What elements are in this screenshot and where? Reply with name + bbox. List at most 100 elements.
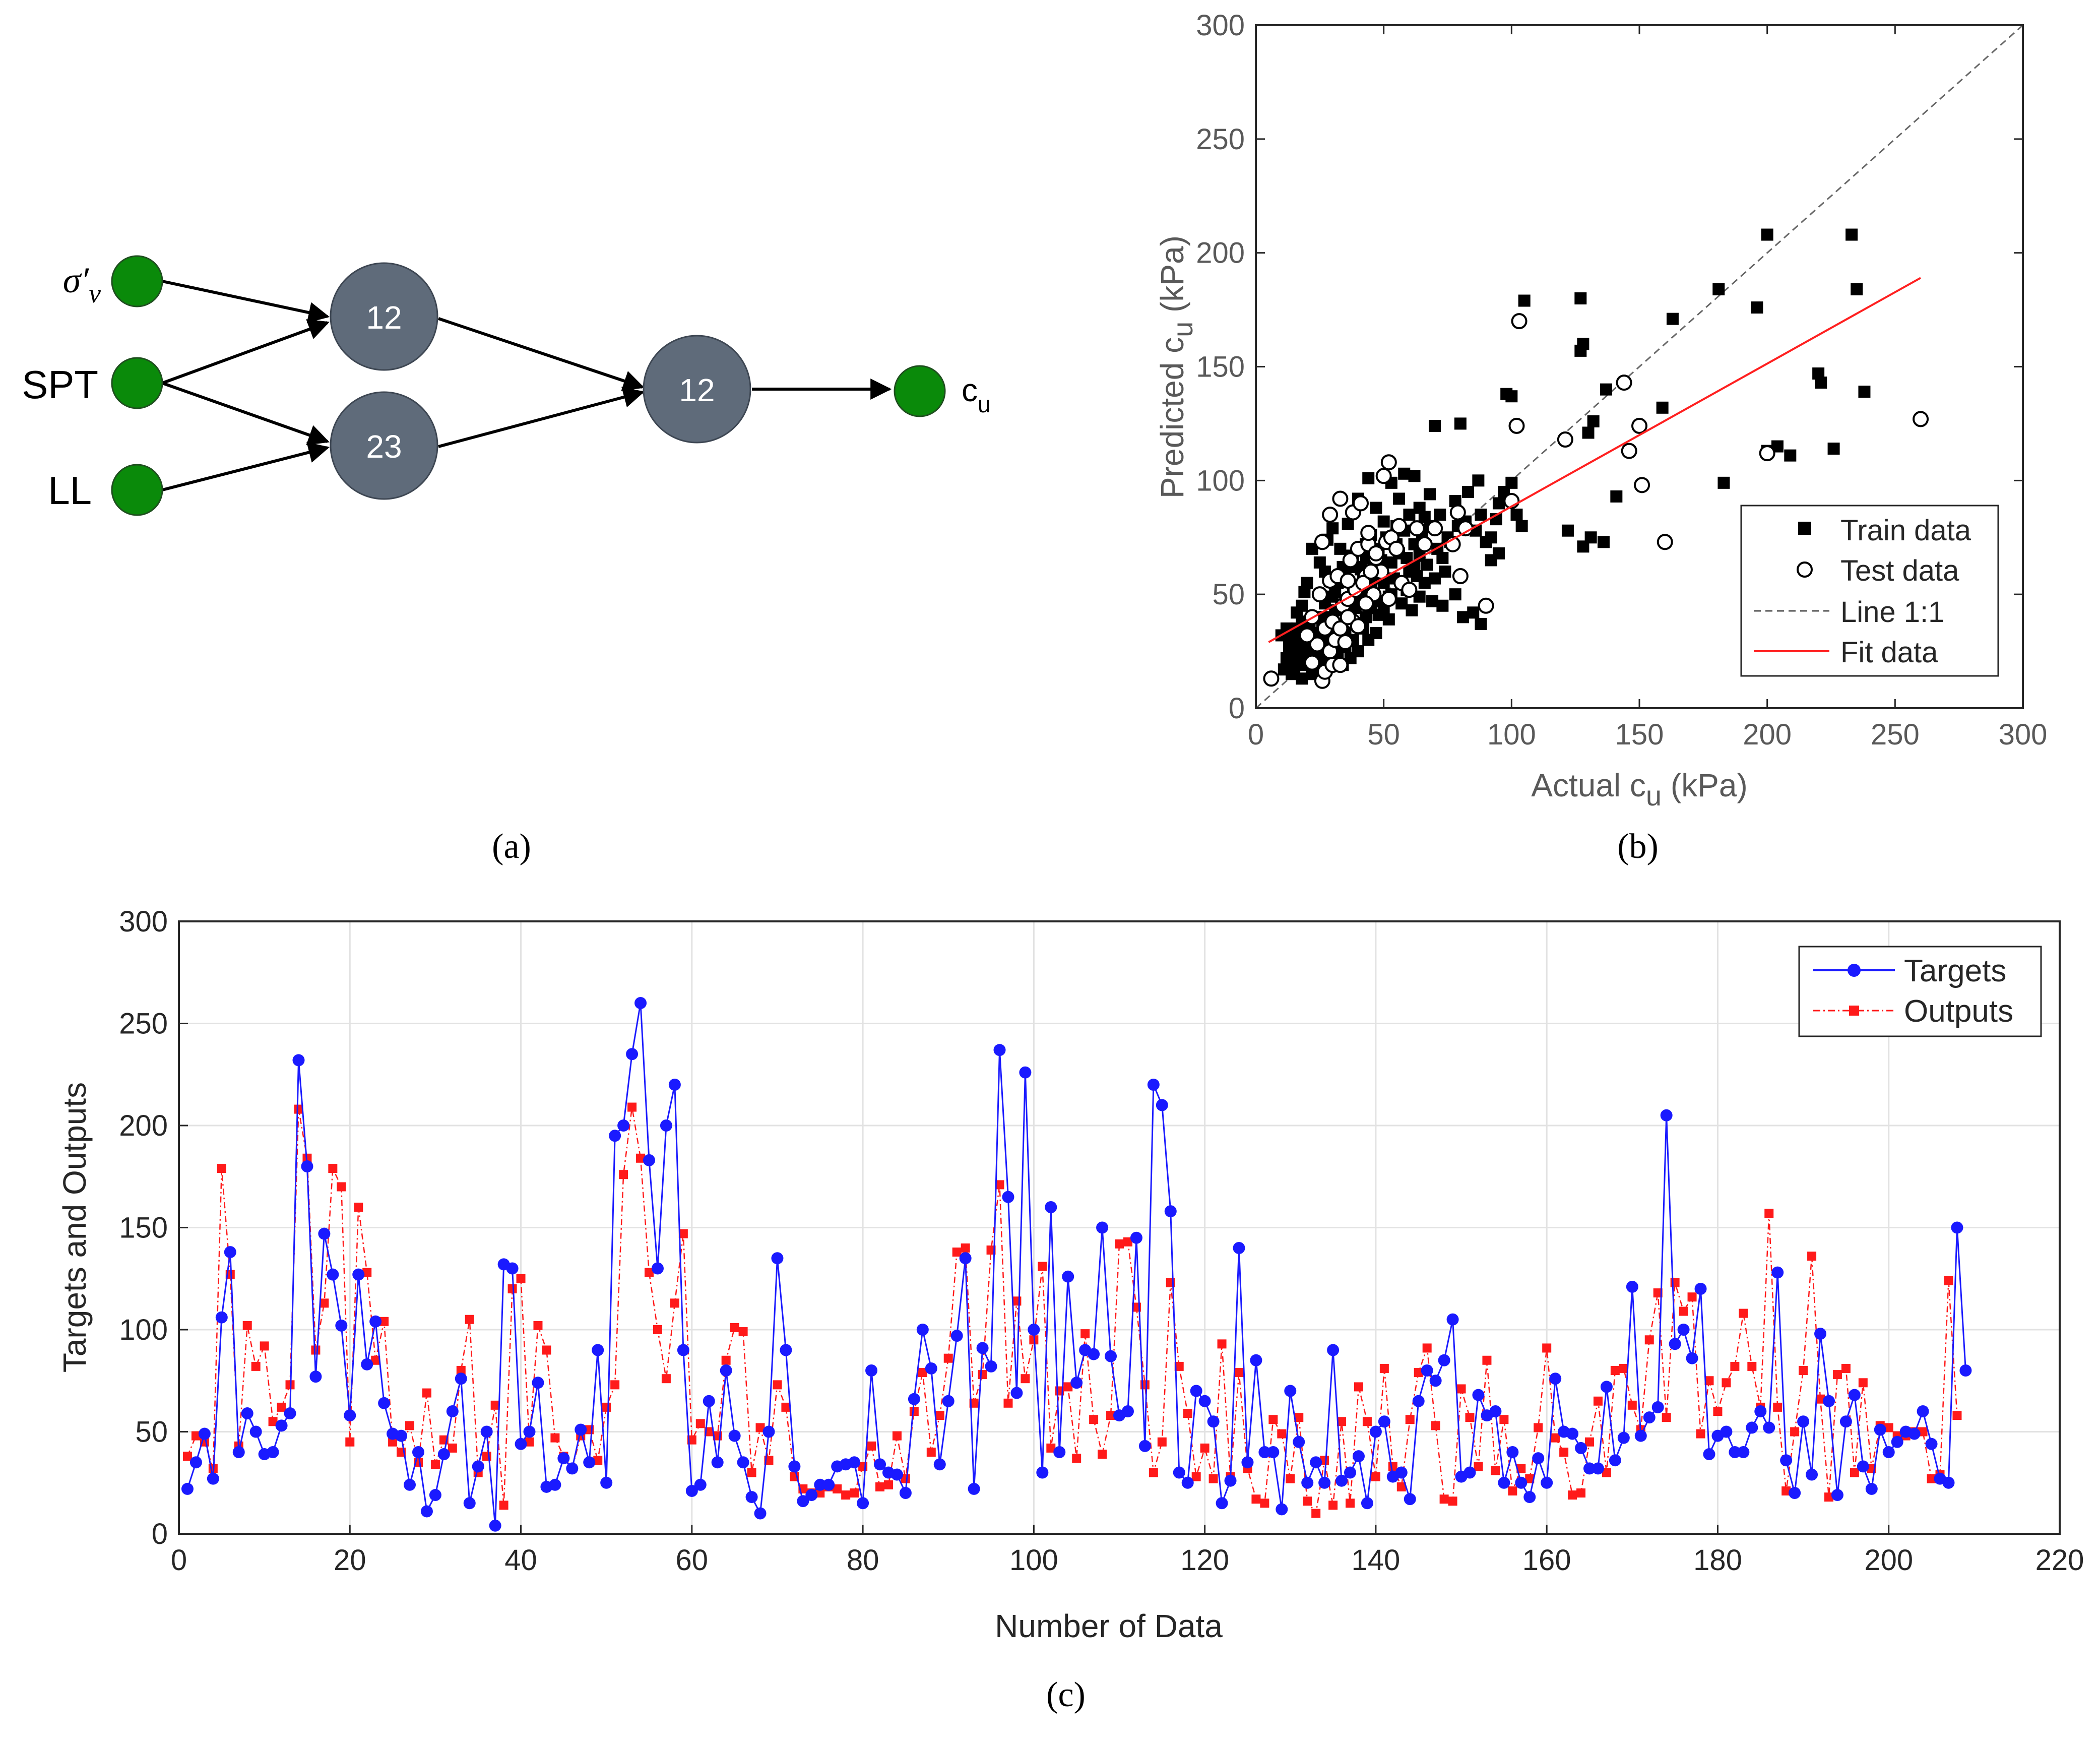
- hidden-node-1-label: 12: [366, 299, 402, 336]
- outputs-point-107: [1098, 1450, 1107, 1459]
- scatter-test-points: [1263, 277, 1929, 689]
- test-point-38: [1314, 534, 1330, 550]
- outputs-point-128: [1277, 1429, 1287, 1439]
- targets-point-68: [762, 1425, 775, 1438]
- targets-point-158: [1532, 1452, 1545, 1465]
- targets-point-48: [592, 1344, 604, 1356]
- targets-point-34: [472, 1460, 484, 1473]
- targets-point-45: [566, 1462, 579, 1475]
- outputs-point-183: [1747, 1361, 1757, 1371]
- outputs-point-77: [841, 1490, 851, 1500]
- outputs-point-51: [619, 1170, 628, 1179]
- test-point-58: [1616, 375, 1632, 391]
- targets-point-174: [1669, 1338, 1681, 1350]
- train-point-169: [1480, 536, 1492, 548]
- targets-point-173: [1660, 1109, 1673, 1121]
- targets-point-156: [1515, 1476, 1528, 1489]
- outputs-point-156: [1516, 1464, 1526, 1473]
- legend-targets-marker: [1848, 964, 1861, 977]
- targets-point-72: [797, 1495, 809, 1508]
- targets-point-185: [1763, 1421, 1775, 1434]
- targets-point-30: [437, 1448, 450, 1461]
- hidden-node-3: [643, 335, 751, 444]
- outputs-point-69: [773, 1380, 782, 1390]
- train-point-5: [1666, 313, 1679, 325]
- train-point-93: [1313, 556, 1326, 569]
- outputs-point-177: [1696, 1429, 1705, 1439]
- train-point-63: [1449, 588, 1461, 601]
- train-point-53: [1377, 515, 1390, 528]
- train-point-44: [1398, 467, 1411, 480]
- train-point-2: [1851, 283, 1863, 295]
- scatter-x-tick-label-0: 0: [1248, 718, 1264, 751]
- scatter-x-tick-label-6: 300: [1999, 718, 2048, 751]
- panel-label-a: (a): [492, 827, 531, 866]
- train-point-20: [1587, 415, 1600, 427]
- outputs-point-101: [1046, 1443, 1056, 1453]
- train-point-83: [1362, 472, 1375, 484]
- targets-point-58: [677, 1344, 689, 1356]
- train-point-54: [1370, 502, 1382, 514]
- test-point-67: [1350, 618, 1366, 635]
- outputs-point-192: [1824, 1492, 1833, 1502]
- targets-point-132: [1310, 1456, 1322, 1469]
- targets-point-162: [1566, 1427, 1579, 1440]
- test-point-51: [1478, 597, 1494, 614]
- targets-point-91: [959, 1252, 972, 1265]
- targets-point-22: [369, 1315, 382, 1328]
- train-point-10: [1600, 383, 1613, 396]
- targets-point-47: [583, 1456, 596, 1469]
- test-point-59: [1631, 417, 1647, 434]
- test-point-60: [1657, 534, 1673, 550]
- train-point-21: [1582, 426, 1595, 439]
- targets-point-85: [908, 1393, 920, 1405]
- targets-point-55: [651, 1262, 664, 1275]
- targets-point-27: [412, 1446, 424, 1458]
- train-point-6: [1518, 294, 1531, 307]
- targets-point-43: [549, 1478, 561, 1491]
- test-point-13: [1337, 634, 1354, 651]
- outputs-point-13: [294, 1104, 303, 1114]
- targets-point-80: [865, 1364, 878, 1377]
- legend-outputs-label: Outputs: [1904, 994, 2013, 1029]
- outputs-point-189: [1799, 1366, 1808, 1375]
- outputs-point-117: [1183, 1409, 1192, 1418]
- outputs-point-43: [550, 1433, 560, 1443]
- hidden-node-2: [330, 391, 438, 500]
- targets-point-142: [1395, 1466, 1408, 1479]
- test-point-33: [1363, 564, 1379, 580]
- outputs-point-21: [362, 1268, 372, 1277]
- train-point-14: [1815, 377, 1827, 389]
- targets-point-169: [1626, 1280, 1638, 1293]
- outputs-point-187: [1781, 1486, 1791, 1495]
- targets-point-19: [344, 1409, 356, 1422]
- targets-point-2: [198, 1427, 211, 1440]
- test-point-3: [1304, 654, 1320, 671]
- outputs-point-185: [1764, 1209, 1774, 1218]
- output-node: [894, 365, 946, 417]
- test-point-55: [1557, 431, 1573, 448]
- targets-point-186: [1771, 1266, 1784, 1279]
- targets-point-196: [1857, 1460, 1869, 1473]
- targets-point-164: [1583, 1462, 1596, 1475]
- outputs-point-55: [653, 1325, 662, 1334]
- outputs-point-152: [1482, 1355, 1492, 1365]
- outputs-point-83: [892, 1431, 902, 1441]
- targets-point-94: [985, 1360, 997, 1373]
- targets-point-110: [1121, 1405, 1134, 1417]
- train-point-42: [1423, 488, 1436, 501]
- targets-point-180: [1720, 1425, 1733, 1438]
- train-point-159: [1395, 597, 1408, 610]
- outputs-point-147: [1439, 1494, 1449, 1504]
- line-y-tick-label-3: 150: [119, 1212, 168, 1244]
- targets-point-101: [1045, 1201, 1057, 1213]
- targets-point-170: [1634, 1429, 1647, 1442]
- targets-point-83: [890, 1468, 903, 1481]
- line-y-tick-label-2: 100: [119, 1314, 168, 1346]
- test-point-31: [1388, 540, 1405, 557]
- line-x-tick-label-4: 80: [847, 1544, 879, 1577]
- line-ticks: 0 20 40 60 80 100 120 140 160 180 200 220 0 50 100 150 2…: [119, 905, 2084, 1577]
- legend-train-label: Train data: [1840, 514, 1971, 547]
- outputs-point-181: [1730, 1361, 1740, 1371]
- train-point-30: [1510, 509, 1523, 521]
